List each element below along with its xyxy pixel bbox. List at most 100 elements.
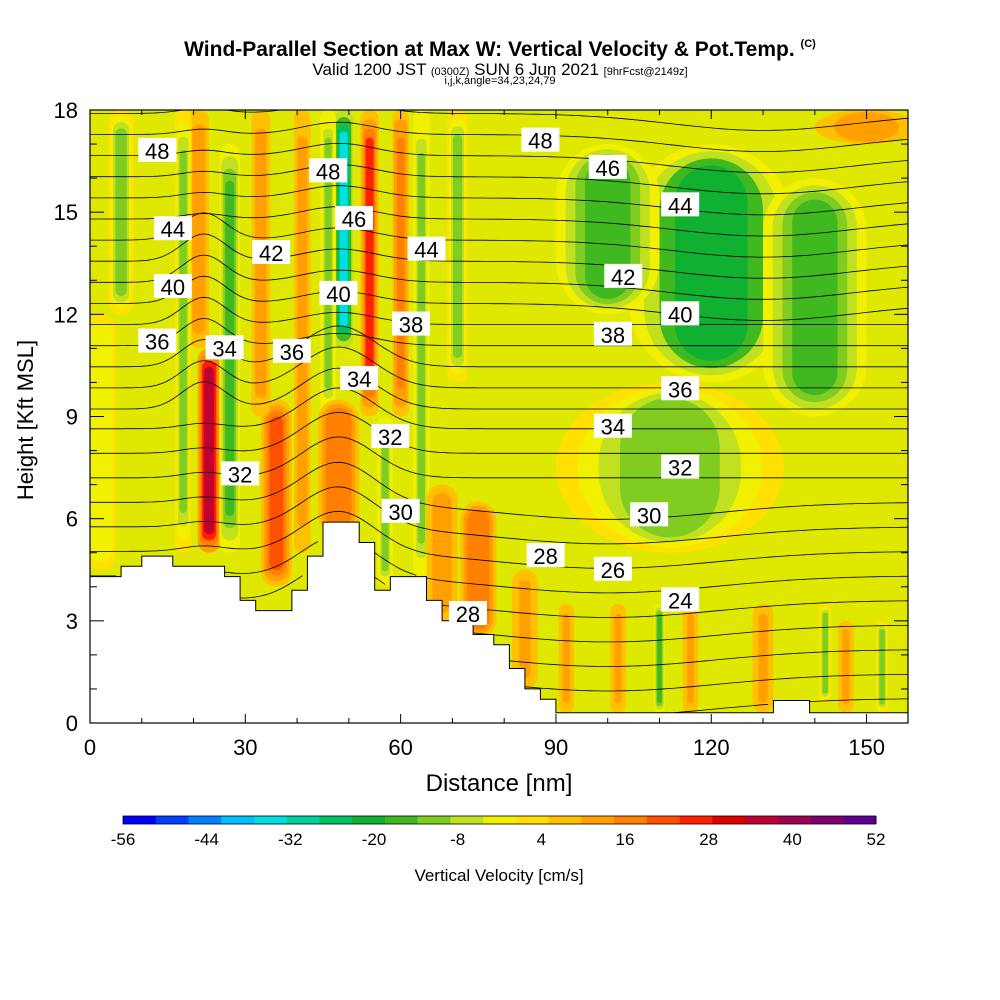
y-tick-label: 6 bbox=[66, 507, 78, 532]
ww-band bbox=[879, 629, 885, 705]
contour-label: 34 bbox=[593, 413, 632, 440]
x-axis-label: Distance [nm] bbox=[426, 770, 573, 797]
contour-label: 30 bbox=[630, 502, 669, 528]
theta-contour bbox=[240, 575, 908, 618]
contour-label-text: 36 bbox=[280, 340, 304, 365]
ww-band bbox=[614, 613, 622, 703]
ww-feature-25 bbox=[818, 603, 832, 703]
contour-label-box bbox=[138, 328, 177, 353]
ww-band bbox=[397, 137, 405, 389]
contour-label: 38 bbox=[593, 321, 632, 348]
y-axis-label: Height [Kft MSL] bbox=[13, 340, 38, 500]
colorbar-tick-label: -44 bbox=[194, 830, 219, 849]
ww-band bbox=[470, 513, 487, 626]
contour-label-text: 48 bbox=[145, 139, 169, 164]
x-tick-label: 90 bbox=[544, 735, 568, 760]
ww-feature-8 bbox=[320, 110, 336, 417]
contour-label: 36 bbox=[661, 376, 700, 402]
colorbar-swatch bbox=[384, 816, 419, 824]
theta-contour bbox=[90, 317, 908, 347]
ww-band bbox=[687, 613, 694, 703]
contour-label-text: 42 bbox=[259, 241, 283, 266]
contour-label: 42 bbox=[252, 240, 291, 266]
contour-label: 44 bbox=[407, 236, 446, 263]
theta-contour bbox=[90, 510, 908, 569]
contour-label-box bbox=[309, 158, 348, 183]
contour-label: 40 bbox=[661, 301, 700, 327]
contour-label: 40 bbox=[153, 274, 192, 300]
contour-label-box bbox=[335, 205, 374, 230]
contour-label-text: 42 bbox=[611, 265, 635, 290]
ww-feature-3 bbox=[174, 110, 192, 553]
contour-label-text: 40 bbox=[668, 302, 692, 327]
colorbar: -56 -44 -32 -20 -8 4 16 28 40 52 bbox=[111, 815, 886, 849]
contour-label-box bbox=[661, 192, 700, 217]
contour-label-text: 44 bbox=[161, 217, 185, 242]
contour-label-text: 24 bbox=[668, 588, 692, 613]
colorbar-frame bbox=[122, 815, 877, 825]
y-tick-label: 0 bbox=[66, 711, 78, 736]
contour-label: 24 bbox=[661, 587, 700, 613]
contour-label: 40 bbox=[319, 280, 358, 307]
chart-title: Wind-Parallel Section at Max W: Vertical… bbox=[0, 38, 1000, 62]
contour-label: 48 bbox=[309, 158, 348, 184]
contour-label: 46 bbox=[588, 154, 627, 181]
contour-label-text: 36 bbox=[145, 330, 169, 355]
theta-contour bbox=[90, 411, 908, 454]
ww-feature-16 bbox=[447, 110, 468, 383]
x-tick-label: 60 bbox=[388, 735, 412, 760]
theta-contour bbox=[90, 387, 908, 430]
contour-label-text: 38 bbox=[601, 323, 625, 348]
contour-label-box bbox=[661, 454, 700, 479]
ww-band bbox=[453, 134, 463, 358]
colorbar-swatch bbox=[646, 816, 681, 824]
contour-label: 26 bbox=[593, 556, 632, 583]
x-tick-label: 150 bbox=[848, 735, 885, 760]
ww-band bbox=[93, 337, 108, 547]
ww-band bbox=[562, 613, 570, 703]
ww-feature-17 bbox=[108, 110, 135, 315]
y-tick-label: 9 bbox=[66, 405, 78, 430]
contour-label: 34 bbox=[205, 335, 244, 361]
colorbar-swatch bbox=[581, 816, 615, 824]
title-text: Wind-Parallel Section at Max W: Vertical… bbox=[184, 38, 795, 61]
ww-feature-32 bbox=[814, 110, 908, 145]
ww-feature-14 bbox=[426, 484, 458, 621]
theta-contour bbox=[90, 185, 908, 216]
theta-contour bbox=[90, 541, 908, 594]
contour-label-text: 46 bbox=[342, 207, 366, 232]
contour-label-box bbox=[593, 321, 632, 346]
theta-contour bbox=[473, 624, 908, 643]
contour-label: 30 bbox=[381, 498, 420, 525]
theta-contour bbox=[90, 142, 908, 174]
contour-label: 44 bbox=[661, 192, 700, 218]
contour-label: 34 bbox=[340, 366, 379, 392]
contour-label-box bbox=[661, 587, 700, 612]
colorbar-swatch bbox=[712, 816, 746, 824]
contour-label-box bbox=[661, 301, 700, 326]
colorbar-tick-label: -32 bbox=[278, 830, 303, 849]
colorbar-swatch bbox=[810, 816, 844, 824]
contour-label-text: 26 bbox=[601, 558, 625, 583]
terrain bbox=[90, 521, 908, 723]
colorbar-tick-label: -56 bbox=[111, 830, 136, 849]
colorbar-swatch bbox=[777, 816, 812, 824]
contour-label-box bbox=[526, 543, 565, 568]
contour-label: 32 bbox=[661, 454, 700, 481]
contour-label-box bbox=[661, 376, 700, 401]
valid-utc: (0300Z) bbox=[430, 66, 470, 78]
colorbar-tick-label: 52 bbox=[867, 830, 886, 849]
contour-label-text: 40 bbox=[326, 282, 350, 307]
colorbar-tick-label: 28 bbox=[699, 830, 718, 849]
contour-label-text: 44 bbox=[414, 238, 438, 263]
colorbar-swatch bbox=[352, 816, 386, 824]
colorbar-swatch bbox=[188, 816, 222, 824]
valid-prefix: Valid 1200 JST bbox=[312, 60, 427, 79]
contour-label: 28 bbox=[448, 601, 487, 627]
contour-label-box bbox=[521, 127, 560, 152]
contour-label-text: 44 bbox=[668, 193, 692, 218]
colorbar-label: Vertical Velocity [cm/s] bbox=[414, 866, 583, 885]
colorbar-swatch bbox=[843, 816, 877, 824]
colorbar-swatch bbox=[483, 816, 517, 824]
